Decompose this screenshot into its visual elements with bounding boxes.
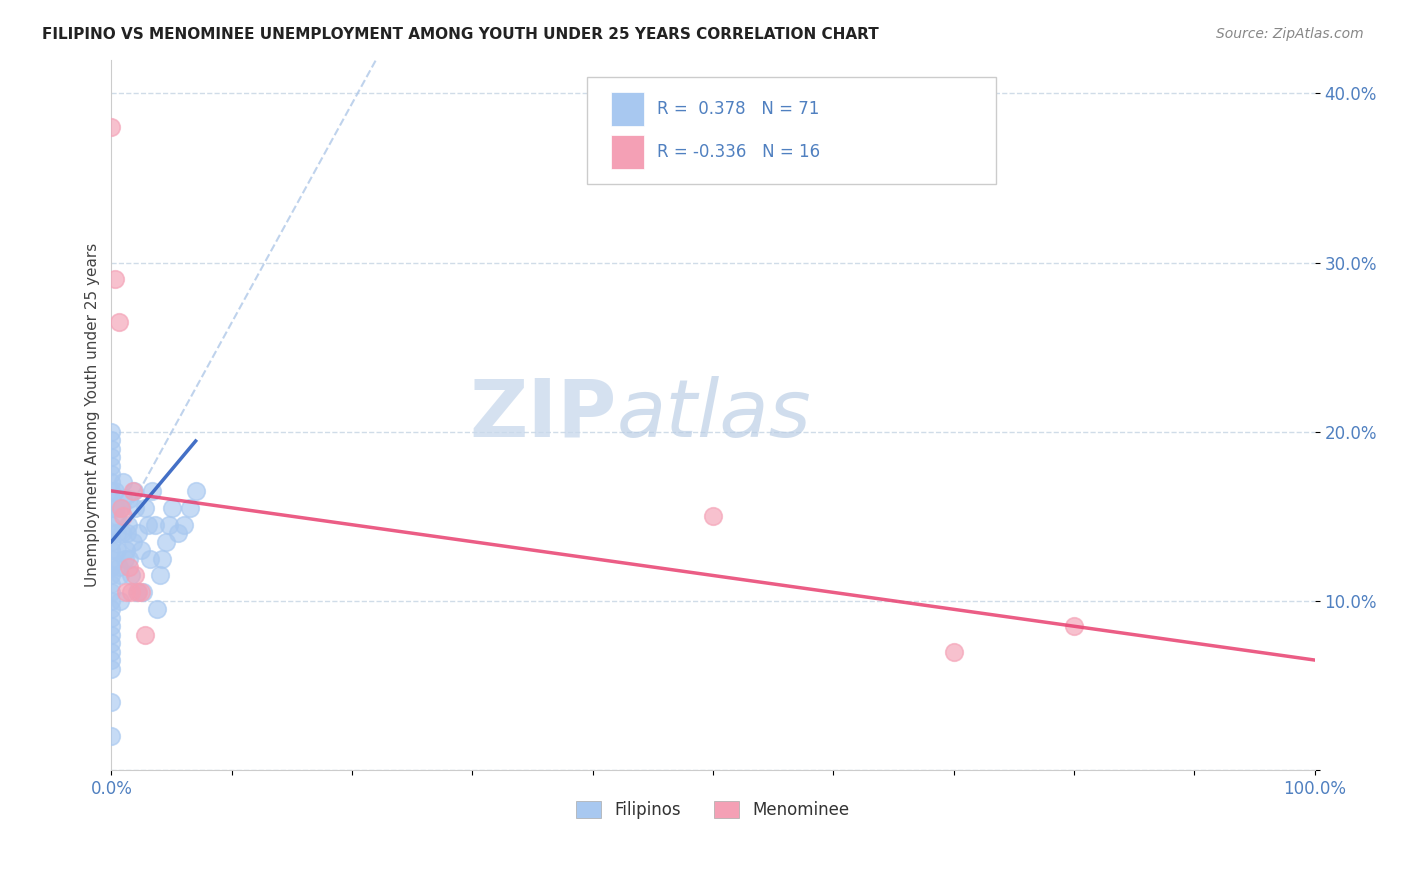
Point [157, 517, 180, 532]
Point [139, 551, 162, 566]
Point [108, 594, 131, 608]
Point [100, 543, 122, 558]
Point [100, 661, 122, 675]
Point [117, 517, 139, 532]
Point [110, 500, 132, 515]
Point [120, 568, 142, 582]
Point [1063, 619, 1085, 633]
Point [942, 644, 965, 658]
Point [100, 551, 122, 566]
Bar [610, 135, 644, 169]
Point [100, 611, 122, 625]
FancyBboxPatch shape [586, 78, 995, 184]
Point [100, 458, 122, 473]
Text: R =  0.378   N = 71: R = 0.378 N = 71 [657, 100, 818, 119]
Point [100, 644, 122, 658]
Point [100, 729, 122, 743]
Point [112, 509, 135, 524]
Point [166, 526, 188, 541]
Point [141, 483, 163, 498]
Point [100, 695, 122, 709]
Point [100, 425, 122, 439]
Point [122, 483, 145, 498]
Point [125, 585, 148, 599]
Point [111, 526, 134, 541]
Point [100, 653, 122, 667]
Text: ZIP: ZIP [470, 376, 617, 454]
Point [105, 500, 128, 515]
Point [118, 492, 141, 507]
Point [107, 315, 129, 329]
Point [100, 526, 122, 541]
Point [118, 560, 141, 574]
Point [127, 585, 149, 599]
Point [100, 568, 122, 582]
Point [124, 500, 146, 515]
Point [150, 551, 173, 566]
Point [100, 492, 122, 507]
Point [143, 517, 166, 532]
Point [100, 442, 122, 456]
Point [100, 467, 122, 481]
Point [114, 551, 136, 566]
Point [100, 475, 122, 490]
Point [104, 483, 127, 498]
Point [110, 500, 132, 515]
Point [100, 450, 122, 464]
Point [124, 483, 146, 498]
Point [107, 543, 129, 558]
Point [107, 526, 129, 541]
Point [118, 551, 141, 566]
Point [136, 517, 159, 532]
Point [115, 526, 138, 541]
Point [131, 543, 153, 558]
Point [155, 534, 177, 549]
Point [120, 585, 142, 599]
Point [115, 585, 138, 599]
Point [100, 594, 122, 608]
Point [100, 619, 122, 633]
Text: Source: ZipAtlas.com: Source: ZipAtlas.com [1216, 27, 1364, 41]
Point [131, 585, 153, 599]
Text: atlas: atlas [617, 376, 811, 454]
Point [173, 517, 195, 532]
Legend: Filipinos, Menominee: Filipinos, Menominee [569, 794, 856, 826]
Bar [610, 92, 644, 127]
Point [107, 560, 129, 574]
Point [108, 568, 131, 582]
Point [112, 475, 135, 490]
Point [124, 568, 146, 582]
Point [115, 543, 138, 558]
Point [146, 602, 169, 616]
Point [134, 628, 156, 642]
Point [127, 526, 149, 541]
Point [100, 517, 122, 532]
Point [100, 602, 122, 616]
Point [112, 492, 135, 507]
Point [179, 500, 201, 515]
Point [160, 500, 183, 515]
Point [184, 483, 207, 498]
Y-axis label: Unemployment Among Youth under 25 years: Unemployment Among Youth under 25 years [86, 243, 100, 587]
Text: FILIPINO VS MENOMINEE UNEMPLOYMENT AMONG YOUTH UNDER 25 YEARS CORRELATION CHART: FILIPINO VS MENOMINEE UNEMPLOYMENT AMONG… [42, 27, 879, 42]
Point [134, 500, 156, 515]
Point [100, 433, 122, 447]
Point [100, 577, 122, 591]
Point [100, 636, 122, 650]
Point [122, 534, 145, 549]
Point [107, 509, 129, 524]
Point [100, 628, 122, 642]
Point [100, 560, 122, 574]
Point [100, 483, 122, 498]
Point [148, 568, 170, 582]
Point [100, 585, 122, 599]
Point [702, 509, 724, 524]
Text: R = -0.336   N = 16: R = -0.336 N = 16 [657, 143, 820, 161]
Point [100, 120, 122, 135]
Point [100, 500, 122, 515]
Point [131, 585, 153, 599]
Point [100, 534, 122, 549]
Point [104, 272, 127, 286]
